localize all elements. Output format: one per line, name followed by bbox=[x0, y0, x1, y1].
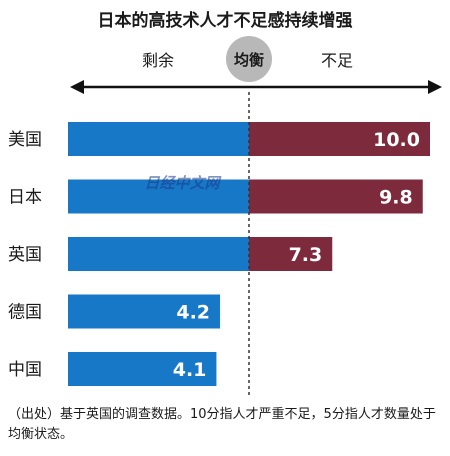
axis-left-label: 剩余 bbox=[142, 51, 174, 70]
bars-group bbox=[68, 122, 430, 386]
bar-segment-below-balance bbox=[68, 294, 221, 329]
axis-center-label: 均衡 bbox=[234, 51, 264, 69]
source-note: （出处）基于英国的调查数据。10分指人才严重不足，5分指人才数量处于均衡状态。 bbox=[8, 407, 436, 442]
value-label: 4.2 bbox=[176, 302, 210, 324]
bar-segment-above-balance bbox=[249, 122, 430, 156]
arrow-right-icon bbox=[428, 80, 442, 94]
bar-segment-below-balance bbox=[68, 122, 249, 156]
bar-segment-below-balance bbox=[68, 352, 217, 386]
bar-segment-below-balance bbox=[68, 237, 249, 271]
category-label: 日本 bbox=[8, 188, 42, 208]
chart-title: 日本的高技术人才不足感持续增强 bbox=[98, 10, 353, 31]
axis-right-label: 不足 bbox=[321, 51, 353, 70]
value-label: 9.8 bbox=[379, 187, 413, 209]
value-label: 4.1 bbox=[173, 359, 207, 381]
bar-segment-above-balance bbox=[249, 179, 423, 214]
category-label: 美国 bbox=[8, 130, 42, 150]
watermark: 日经中文网 bbox=[144, 174, 222, 192]
category-label: 英国 bbox=[8, 245, 42, 265]
value-label: 10.0 bbox=[373, 129, 420, 151]
category-label: 中国 bbox=[8, 360, 42, 380]
bar-segment-below-balance bbox=[68, 179, 249, 214]
value-label: 7.3 bbox=[289, 244, 323, 266]
category-label: 德国 bbox=[8, 303, 42, 323]
bar-segment-above-balance bbox=[249, 237, 333, 271]
arrow-left-icon bbox=[70, 80, 84, 94]
value-labels: 10.0 9.8 7.3 4.2 4.1 bbox=[173, 129, 420, 381]
axis-arrow bbox=[70, 80, 442, 94]
balance-circle bbox=[226, 36, 272, 82]
